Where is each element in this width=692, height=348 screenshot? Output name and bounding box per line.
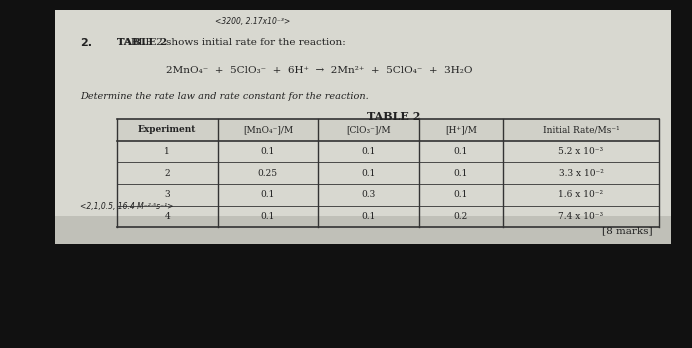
Text: 0.1: 0.1	[361, 212, 376, 221]
Text: Initial Rate/Ms⁻¹: Initial Rate/Ms⁻¹	[543, 125, 619, 134]
Text: TABLE 2: TABLE 2	[367, 111, 421, 122]
Text: [H⁺]/M: [H⁺]/M	[445, 125, 477, 134]
Text: [ClO₃⁻]/M: [ClO₃⁻]/M	[346, 125, 391, 134]
Text: 0.1: 0.1	[261, 147, 275, 156]
FancyBboxPatch shape	[117, 119, 659, 141]
Text: 0.1: 0.1	[261, 190, 275, 199]
Text: 1.6 x 10⁻²: 1.6 x 10⁻²	[558, 190, 603, 199]
Text: 3: 3	[165, 190, 170, 199]
Text: 0.25: 0.25	[258, 168, 278, 177]
Text: 0.1: 0.1	[454, 190, 468, 199]
Text: 2: 2	[165, 168, 170, 177]
Text: 3.3 x 10⁻²: 3.3 x 10⁻²	[558, 168, 603, 177]
Text: TABLE 2 shows initial rate for the reaction:: TABLE 2 shows initial rate for the react…	[117, 38, 346, 47]
FancyBboxPatch shape	[55, 216, 671, 244]
Text: 1: 1	[165, 147, 170, 156]
Text: 0.1: 0.1	[454, 147, 468, 156]
Text: 0.1: 0.1	[361, 147, 376, 156]
Text: [8 marks]: [8 marks]	[602, 227, 653, 236]
Text: 0.3: 0.3	[361, 190, 376, 199]
Text: 0.1: 0.1	[361, 168, 376, 177]
Text: 2MnO₄⁻  +  5ClO₃⁻  +  6H⁺  →  2Mn²⁺  +  5ClO₄⁻  +  3H₂O: 2MnO₄⁻ + 5ClO₃⁻ + 6H⁺ → 2Mn²⁺ + 5ClO₄⁻ +…	[166, 66, 473, 76]
Text: 2.: 2.	[80, 38, 92, 48]
Text: 0.2: 0.2	[454, 212, 468, 221]
Text: <3200, 2.17x10⁻³>: <3200, 2.17x10⁻³>	[215, 17, 290, 26]
Text: Determine the rate law and rate constant for the reaction.: Determine the rate law and rate constant…	[80, 92, 369, 101]
FancyBboxPatch shape	[55, 10, 671, 244]
Text: TABLE 2: TABLE 2	[117, 38, 167, 47]
Text: 5.2 x 10⁻³: 5.2 x 10⁻³	[558, 147, 603, 156]
Text: [MnO₄⁻]/M: [MnO₄⁻]/M	[243, 125, 293, 134]
Text: Experiment: Experiment	[138, 125, 197, 134]
Text: 0.1: 0.1	[261, 212, 275, 221]
Text: 0.1: 0.1	[454, 168, 468, 177]
Text: 7.4 x 10⁻³: 7.4 x 10⁻³	[558, 212, 603, 221]
Text: <2,1,0.5, 16.4 M⁻²·⁵s⁻¹>: <2,1,0.5, 16.4 M⁻²·⁵s⁻¹>	[80, 202, 174, 211]
Text: 4: 4	[165, 212, 170, 221]
